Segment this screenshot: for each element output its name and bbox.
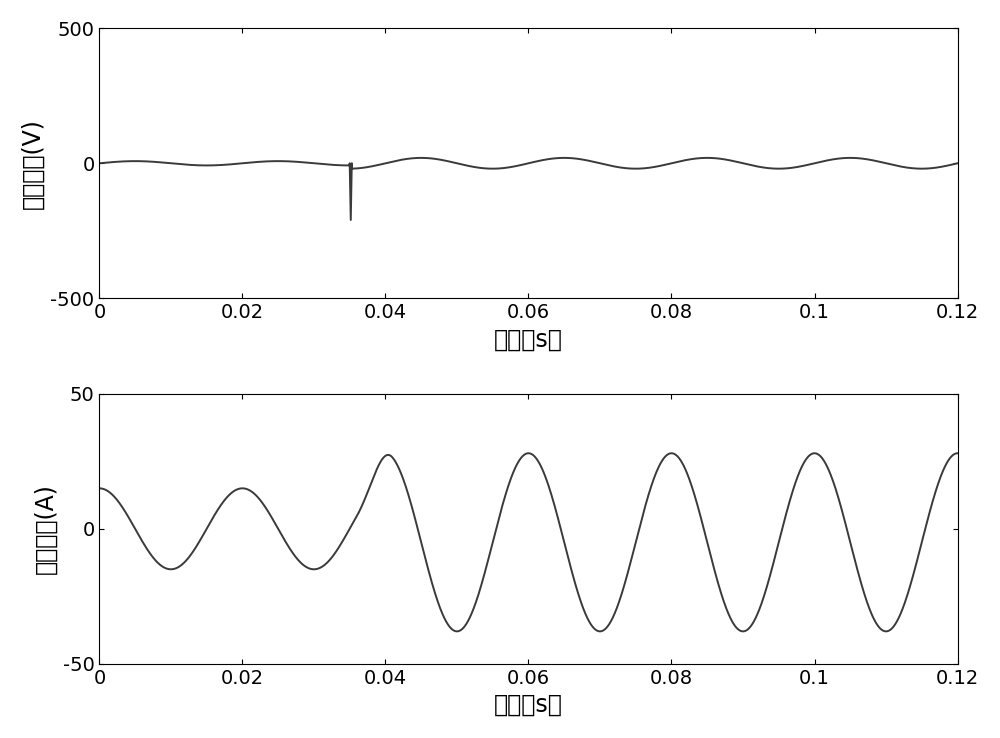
X-axis label: 时间（s）: 时间（s） [494,693,563,717]
Y-axis label: 线圈电压(V): 线圈电压(V) [21,118,45,209]
Y-axis label: 线路电流(A): 线路电流(A) [33,483,57,574]
X-axis label: 时间（s）: 时间（s） [494,328,563,351]
